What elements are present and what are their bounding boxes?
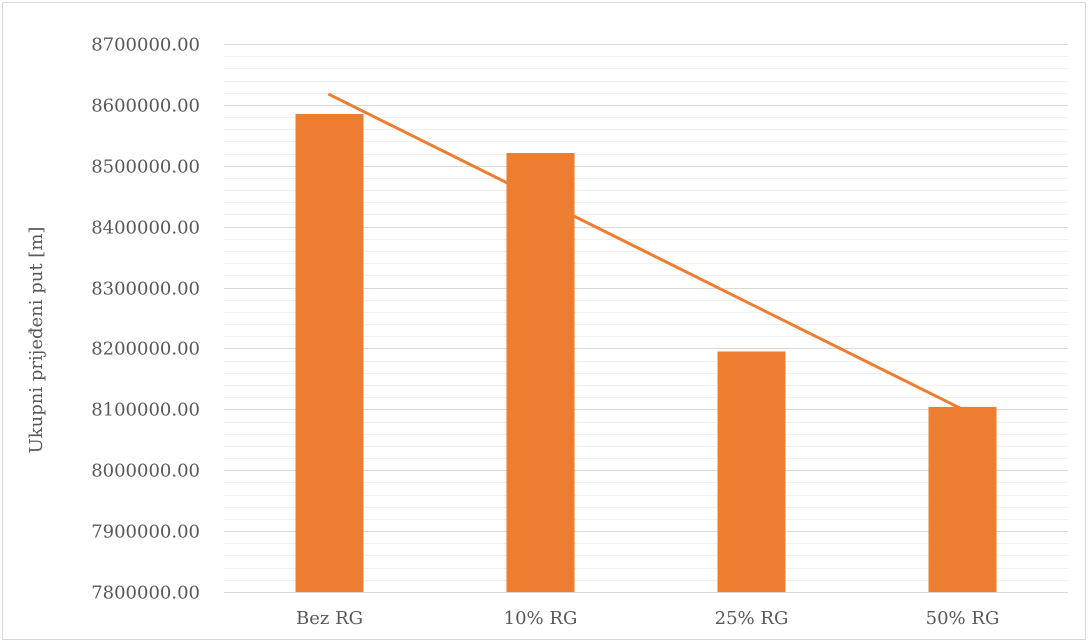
y-tick-label: 7900000.00	[91, 522, 200, 543]
trendline	[328, 93, 964, 411]
y-tick-labels: 7800000.00 7900000.00 8000000.00 8100000.00…	[91, 35, 200, 604]
y-axis-title: Ukupni prijeđeni put [m]	[26, 227, 47, 454]
y-tick-label: 8200000.00	[91, 339, 200, 360]
y-tick-label: 8500000.00	[91, 157, 200, 178]
bar	[295, 114, 364, 593]
y-tick-label: 8400000.00	[91, 218, 200, 239]
y-tick-label: 8700000.00	[91, 35, 200, 56]
x-tick-label: 10% RG	[504, 608, 578, 629]
y-tick-label: 8000000.00	[91, 461, 200, 482]
bar	[928, 406, 997, 592]
y-tick-label: 8600000.00	[91, 96, 200, 117]
x-tick-labels: Bez RG 10% RG 25% RG 50% RG	[296, 608, 999, 629]
y-tick-label: 7800000.00	[91, 583, 200, 604]
x-tick-label: 25% RG	[715, 608, 789, 629]
trendline-layer	[328, 93, 964, 411]
major-gridlines	[224, 44, 1068, 593]
minor-gridlines	[224, 56, 1068, 581]
bar	[506, 152, 575, 593]
y-tick-label: 8100000.00	[91, 400, 200, 421]
bar	[717, 351, 786, 592]
bars	[295, 114, 997, 593]
y-tick-label: 8300000.00	[91, 279, 200, 300]
x-tick-label: 50% RG	[926, 608, 1000, 629]
x-tick-label: Bez RG	[296, 608, 363, 629]
